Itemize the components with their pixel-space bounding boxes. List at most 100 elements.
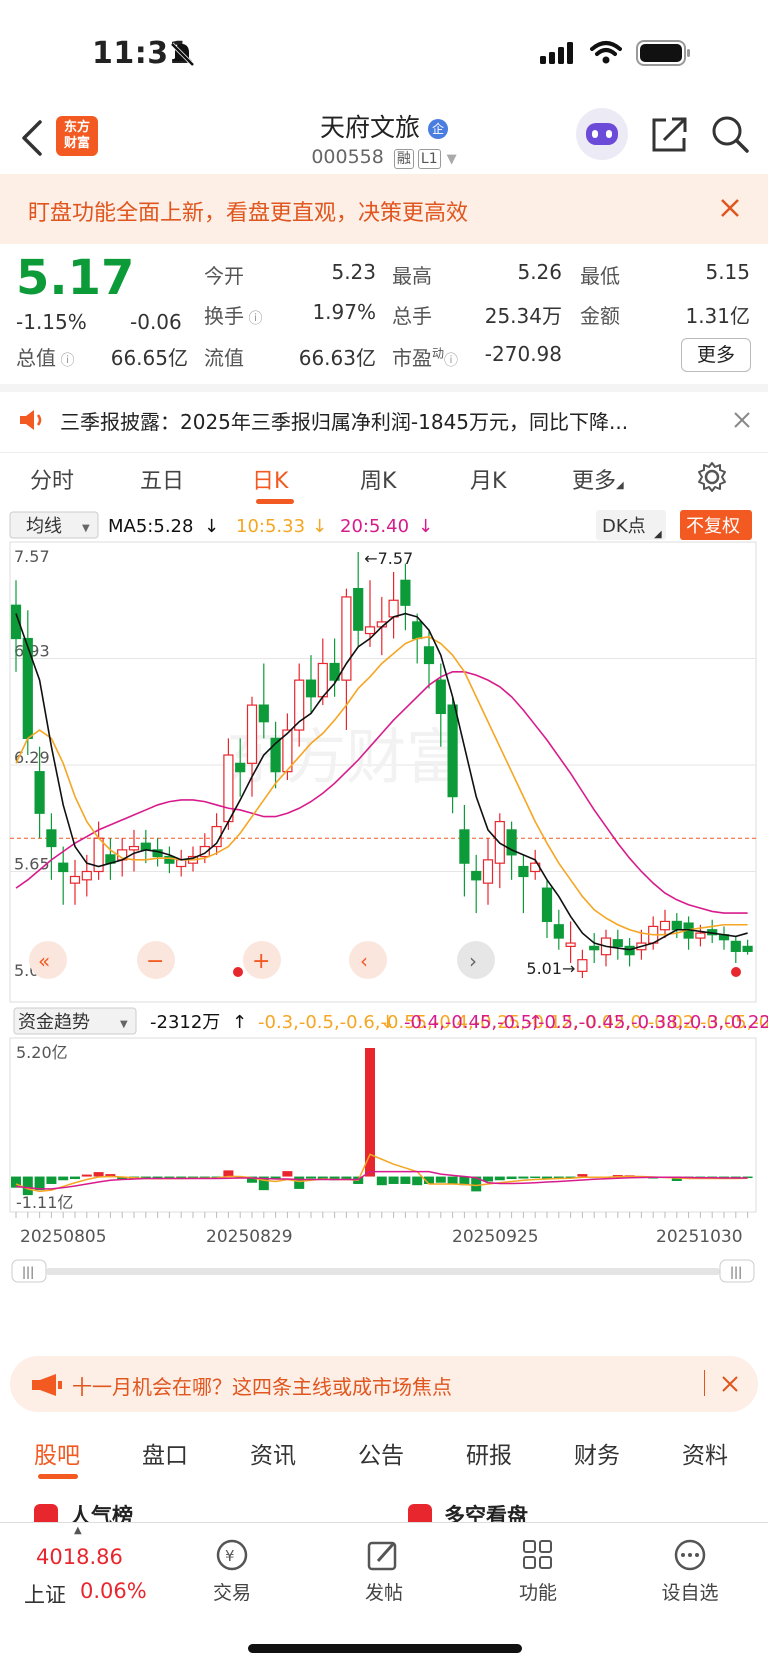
info-icon[interactable]: ⓘ xyxy=(444,353,459,369)
candle-body[interactable] xyxy=(459,829,470,864)
candle-body[interactable] xyxy=(553,924,564,939)
candle-body[interactable] xyxy=(435,679,446,715)
zoom-out-icon[interactable]: − xyxy=(146,949,164,974)
tab-weekly-k[interactable]: 周K xyxy=(360,469,397,494)
features-button[interactable]: 功能 xyxy=(488,1537,588,1605)
feature-banner[interactable]: 盯盘功能全面上新，看盘更直观，决策更高效 xyxy=(0,174,768,244)
info-icon[interactable]: ⓘ xyxy=(56,353,75,369)
candle-body[interactable] xyxy=(258,704,269,723)
candle-body[interactable] xyxy=(294,679,305,731)
close-icon[interactable] xyxy=(722,1376,738,1392)
close-icon[interactable] xyxy=(734,412,750,428)
candle-body[interactable] xyxy=(364,626,376,635)
tab-news[interactable]: 资讯 xyxy=(250,1443,296,1469)
close-icon[interactable] xyxy=(720,198,740,218)
candle-body[interactable] xyxy=(270,737,281,773)
tab-announcements[interactable]: 公告 xyxy=(358,1443,404,1469)
pe-sup: 动 xyxy=(432,346,445,361)
candle-body[interactable] xyxy=(671,920,682,931)
candle-body[interactable] xyxy=(589,945,600,951)
candle-body[interactable] xyxy=(423,646,435,665)
candle-body[interactable] xyxy=(624,945,635,956)
candle-body[interactable] xyxy=(412,621,423,640)
candle-body[interactable] xyxy=(34,771,45,814)
candle-body[interactable] xyxy=(305,679,317,698)
tab-more[interactable]: 更多◢ xyxy=(572,463,624,495)
candle-body[interactable] xyxy=(199,845,210,858)
candle-body[interactable] xyxy=(235,762,246,773)
tab-profile[interactable]: 资料 xyxy=(682,1443,728,1469)
zoom-in-icon[interactable]: + xyxy=(252,949,270,974)
popularity-card[interactable]: 人气榜 xyxy=(20,1494,370,1522)
tab-research[interactable]: 研报 xyxy=(466,1443,512,1469)
back-icon[interactable] xyxy=(20,120,44,156)
post-button[interactable]: 发帖 xyxy=(334,1537,434,1605)
index-name[interactable]: 上证 xyxy=(24,1583,66,1607)
settings-gear-icon[interactable] xyxy=(696,461,728,493)
tab-handicap[interactable]: 盘口 xyxy=(142,1443,188,1469)
tab-intraday[interactable]: 分时 xyxy=(30,469,75,494)
candle-body[interactable] xyxy=(81,870,92,881)
candle-body[interactable] xyxy=(518,865,529,878)
candle-body[interactable] xyxy=(58,862,69,873)
candle-body[interactable] xyxy=(176,859,187,868)
info-icon[interactable]: ⓘ xyxy=(244,311,263,327)
candle-body[interactable] xyxy=(541,887,553,923)
adjust-button[interactable]: 不复权 xyxy=(686,516,740,537)
candle-body[interactable] xyxy=(400,579,411,606)
fund-indicator-select[interactable]: 资金趋势 xyxy=(18,1012,90,1033)
index-value[interactable]: 4018.86 xyxy=(36,1545,123,1569)
dk-point-button[interactable]: DK点 xyxy=(602,516,646,537)
chart-scrollbar[interactable] xyxy=(46,1268,720,1275)
candle-body[interactable] xyxy=(695,932,706,939)
add-watchlist-button[interactable]: 设自选 xyxy=(640,1537,740,1605)
trade-button[interactable]: ¥ 交易 xyxy=(182,1537,282,1605)
candle-body[interactable] xyxy=(742,945,753,952)
candle-body[interactable] xyxy=(329,662,340,681)
more-button[interactable]: 更多 xyxy=(681,338,751,372)
candle-body[interactable] xyxy=(612,939,623,947)
scroll-handle-right[interactable] xyxy=(719,1259,755,1283)
tab-five-day[interactable]: 五日 xyxy=(140,469,185,494)
candle-body[interactable] xyxy=(353,588,364,631)
candle-body[interactable] xyxy=(164,855,175,864)
candle-body[interactable] xyxy=(128,845,140,851)
candle-body[interactable] xyxy=(471,870,482,881)
candle-body[interactable] xyxy=(730,940,741,952)
promo-banner[interactable]: 十一月机会在哪？这四条主线或成市场焦点 xyxy=(10,1356,758,1412)
tab-finance[interactable]: 财务 xyxy=(574,1443,620,1469)
tab-daily-k[interactable]: 日K xyxy=(252,463,294,504)
next-icon[interactable]: › xyxy=(469,949,477,973)
search-icon[interactable] xyxy=(710,114,750,154)
candle-body[interactable] xyxy=(317,662,328,698)
candle-body[interactable] xyxy=(577,959,588,972)
candle-body[interactable] xyxy=(565,942,576,947)
candle-body[interactable] xyxy=(246,704,258,764)
candle-body[interactable] xyxy=(388,599,399,618)
kline-chart-area[interactable]: 均线 ▼ MA5:5.28 ↓ 10:5.33 ↓ 20:5.40 ↓ DK点 … xyxy=(0,508,768,1318)
candle-body[interactable] xyxy=(10,604,22,640)
candle-body[interactable] xyxy=(506,829,517,856)
bull-bear-card[interactable]: 多空看盘 xyxy=(388,1494,748,1522)
candle-body[interactable] xyxy=(223,754,234,823)
candle-body[interactable] xyxy=(140,842,151,851)
fast-back-icon[interactable]: « xyxy=(38,949,50,973)
candle-body[interactable] xyxy=(341,596,352,681)
ma-indicator-select[interactable]: 均线 xyxy=(26,516,62,537)
eastmoney-logo[interactable]: 东方 财富 xyxy=(56,116,98,156)
candle-body[interactable] xyxy=(46,829,57,848)
candle-body[interactable] xyxy=(482,859,494,884)
candle-body[interactable] xyxy=(69,875,81,884)
kline-chart-svg[interactable]: 均线 ▼ MA5:5.28 ↓ 10:5.33 ↓ 20:5.40 ↓ DK点 … xyxy=(0,508,768,1318)
candle-body[interactable] xyxy=(282,729,293,773)
report-notice[interactable]: 三季报披露：2025年三季报归属净利润-1845万元，同比下降... xyxy=(0,384,768,446)
tab-daily-k-label: 日K xyxy=(252,469,289,494)
share-icon[interactable] xyxy=(650,114,690,154)
tab-monthly-k[interactable]: 月K xyxy=(470,469,507,494)
prev-icon[interactable]: ‹ xyxy=(360,949,368,973)
tab-forum[interactable]: 股吧 xyxy=(34,1436,80,1479)
candle-body[interactable] xyxy=(447,704,458,798)
stock-code-row[interactable]: 000558 融 L1 ▼ xyxy=(0,146,768,169)
candle-body[interactable] xyxy=(659,920,671,931)
robot-assistant-icon[interactable] xyxy=(576,108,628,160)
